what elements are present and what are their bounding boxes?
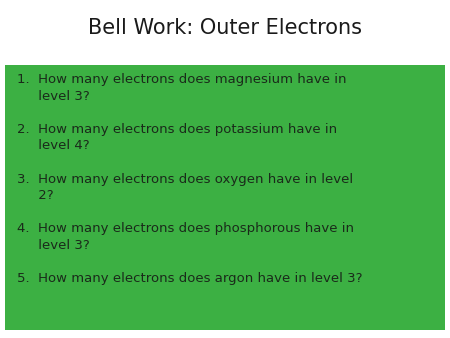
Text: 5.  How many electrons does argon have in level 3?: 5. How many electrons does argon have in… xyxy=(17,272,363,285)
Text: 3.  How many electrons does oxygen have in level
     2?: 3. How many electrons does oxygen have i… xyxy=(17,173,353,202)
Text: Bell Work: Outer Electrons: Bell Work: Outer Electrons xyxy=(88,18,362,38)
Text: 2.  How many electrons does potassium have in
     level 4?: 2. How many electrons does potassium hav… xyxy=(17,123,337,152)
Text: 1.  How many electrons does magnesium have in
     level 3?: 1. How many electrons does magnesium hav… xyxy=(17,73,346,102)
Text: 4.  How many electrons does phosphorous have in
     level 3?: 4. How many electrons does phosphorous h… xyxy=(17,222,354,252)
FancyBboxPatch shape xyxy=(5,65,445,330)
